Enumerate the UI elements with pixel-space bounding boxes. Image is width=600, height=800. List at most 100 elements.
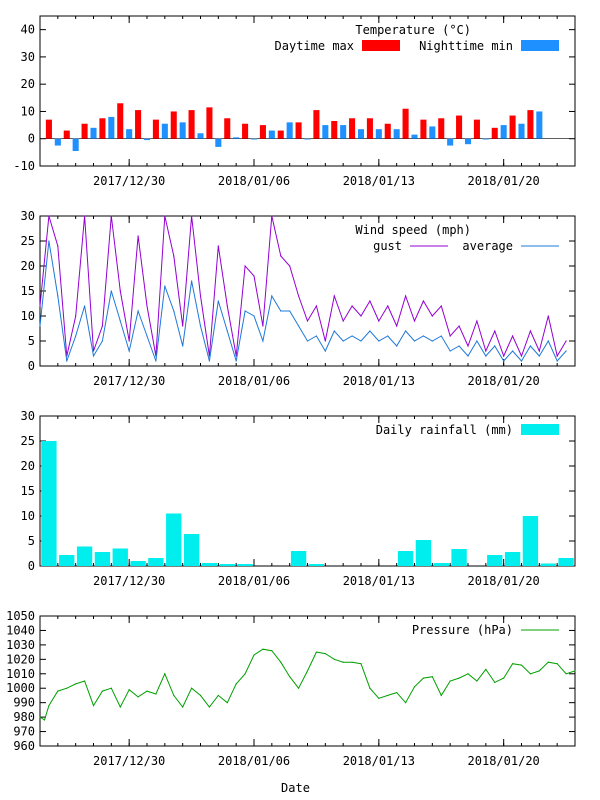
pressure-point: [271, 650, 273, 652]
average-point: [297, 325, 300, 327]
pressure-point: [315, 651, 318, 653]
nighttime-min-bar: [126, 129, 133, 139]
average-point: [173, 310, 175, 312]
x-tick-label: 2018/01/13: [343, 754, 415, 768]
average-point: [333, 330, 335, 332]
pressure-point: [39, 716, 41, 718]
daytime-max-bar: [438, 118, 445, 139]
pressure-point: [404, 702, 407, 704]
rainfall-bar: [487, 555, 503, 566]
daytime-max-bar: [170, 111, 177, 139]
average-point: [529, 345, 532, 347]
gust-point: [440, 305, 442, 307]
pressure-point: [574, 670, 576, 672]
gust-point: [360, 315, 362, 317]
gust-point: [511, 335, 514, 337]
average-point: [75, 335, 77, 337]
gust-point: [306, 320, 309, 322]
average-point: [262, 340, 264, 342]
pressure-point: [297, 687, 300, 689]
legend-label-pressure: Pressure (hPa): [412, 623, 513, 637]
y-tick-label: 20: [21, 459, 35, 473]
x-tick-label: 2017/12/30: [93, 754, 165, 768]
x-axis-label: Date: [281, 781, 310, 795]
rainfall-bar: [219, 564, 235, 566]
average-point: [449, 350, 451, 352]
rainfall-bar: [148, 558, 164, 566]
average-point: [467, 355, 469, 357]
average-point: [413, 340, 416, 342]
average-point: [422, 335, 425, 337]
pressure-point: [485, 668, 487, 671]
rainfall-bar: [59, 555, 75, 566]
x-tick-label: 2018/01/20: [468, 574, 540, 588]
pressure-point: [387, 694, 389, 697]
gust-point: [378, 320, 380, 322]
y-tick-label: 10: [21, 309, 35, 323]
daytime-max-bar: [349, 118, 356, 139]
average-point: [280, 310, 282, 312]
x-tick-label: 2018/01/20: [468, 174, 540, 188]
rainfall-bar: [308, 564, 325, 566]
pressure-point: [262, 648, 264, 650]
x-tick-label: 2018/01/20: [468, 754, 540, 768]
nighttime-min-bar: [304, 138, 311, 140]
rainfall-bar: [41, 441, 57, 566]
pressure-point: [208, 706, 211, 708]
daytime-max-bar: [117, 103, 124, 139]
rainfall-bar: [76, 546, 93, 566]
gust-point: [48, 215, 50, 217]
rainfall-bar: [290, 551, 307, 566]
y-tick-label: 20: [21, 259, 35, 273]
nighttime-min-bar: [429, 126, 436, 139]
plot-frame: [39, 415, 576, 567]
daytime-max-bar: [491, 127, 498, 139]
average-point: [155, 360, 157, 362]
pressure-point: [520, 664, 523, 666]
average-point: [182, 345, 184, 347]
gust-point: [244, 265, 246, 267]
average-point: [369, 330, 371, 332]
legend-swatch-nighttime: [521, 40, 559, 51]
x-tick-label: 2018/01/06: [218, 174, 290, 188]
gust-point: [235, 355, 237, 357]
y-tick-label: 10: [21, 104, 35, 118]
pressure-point: [75, 683, 77, 685]
daytime-max-bar: [366, 118, 373, 139]
y-tick-label: 1040: [6, 623, 35, 637]
average-point: [315, 335, 318, 337]
average-point: [396, 345, 398, 347]
average-point: [289, 310, 291, 312]
pressure-point: [529, 673, 532, 675]
daytime-max-bar: [277, 130, 284, 139]
average-point: [378, 340, 380, 342]
daytime-max-bar: [188, 110, 195, 139]
pressure-point: [83, 680, 86, 682]
nighttime-min-bar: [90, 127, 97, 139]
pressure-point: [101, 690, 104, 692]
nighttime-min-bar: [197, 133, 204, 139]
average-point: [146, 335, 148, 337]
nighttime-min-bar: [143, 138, 151, 141]
nighttime-min-bar: [54, 138, 61, 146]
x-tick-label: 2018/01/06: [218, 574, 290, 588]
average-point: [503, 360, 505, 362]
gust-point: [217, 245, 219, 247]
gust-point: [556, 355, 558, 357]
y-tick-label: 990: [13, 696, 35, 710]
gust-point: [333, 295, 335, 297]
gust-point: [83, 215, 86, 217]
legend-label-gust: gust: [373, 239, 402, 253]
nighttime-min-bar: [482, 138, 489, 140]
rainfall-bar: [112, 548, 128, 566]
average-point: [226, 330, 228, 332]
y-tick-label: 0: [28, 559, 35, 573]
chart-panel-1: -10 0 10 20 30 40 2017/12/30 2018/01/06 2018/01/…: [13, 15, 576, 188]
pressure-point: [440, 694, 442, 697]
gust-point: [226, 305, 228, 307]
gust-point: [351, 305, 353, 307]
gust-point: [173, 255, 175, 257]
gust-point: [92, 350, 95, 352]
rainfall-bar: [540, 563, 556, 566]
y-tick-label: 15: [21, 484, 35, 498]
